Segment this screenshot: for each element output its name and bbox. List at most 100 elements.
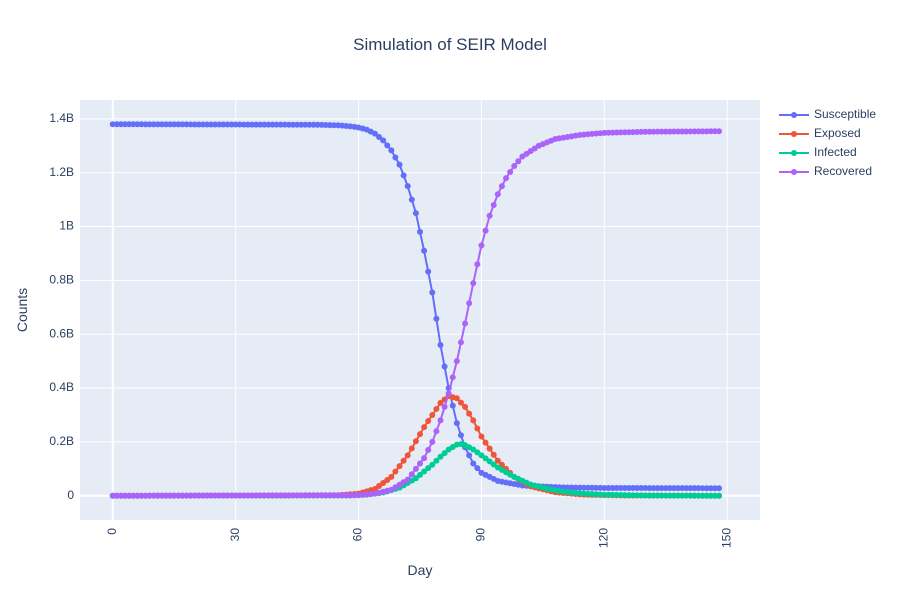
- data-point-susceptible: [449, 402, 456, 409]
- y-axis-title: Counts: [14, 288, 30, 332]
- data-point-susceptible: [400, 172, 407, 179]
- data-point-susceptible: [380, 137, 387, 144]
- legend-label: Exposed: [814, 126, 861, 140]
- legend-label: Infected: [814, 145, 857, 159]
- data-point-infected: [429, 461, 436, 468]
- data-point-susceptible: [396, 161, 403, 168]
- legend-marker: [791, 131, 797, 137]
- data-point-susceptible: [441, 363, 448, 370]
- data-point-exposed: [494, 457, 501, 464]
- legend-label: Recovered: [814, 164, 872, 178]
- data-point-recovered: [470, 280, 477, 287]
- data-point-susceptible: [388, 147, 395, 154]
- data-point-exposed: [408, 445, 415, 452]
- data-point-recovered: [433, 428, 440, 435]
- data-point-exposed: [466, 410, 473, 417]
- data-point-infected: [437, 453, 444, 460]
- data-point-recovered: [478, 242, 485, 249]
- legend-item-recovered[interactable]: Recovered: [779, 164, 872, 178]
- x-tick-label: 150: [719, 528, 733, 548]
- x-tick-label: 0: [105, 528, 119, 535]
- data-point-recovered: [716, 128, 723, 135]
- data-point-susceptible: [392, 154, 399, 161]
- data-point-recovered: [441, 403, 448, 410]
- data-point-susceptible: [429, 289, 436, 296]
- data-point-exposed: [371, 486, 378, 493]
- data-point-exposed: [437, 399, 444, 406]
- data-point-recovered: [486, 212, 493, 219]
- data-point-recovered: [425, 447, 432, 453]
- plot-area: [80, 100, 760, 520]
- data-point-infected: [421, 468, 428, 475]
- data-point-recovered: [457, 339, 464, 346]
- data-point-infected: [490, 461, 497, 468]
- y-tick-label: 1B: [59, 219, 74, 233]
- data-point-recovered: [453, 358, 460, 365]
- data-point-recovered: [130, 492, 137, 499]
- data-point-susceptible: [474, 465, 481, 472]
- data-point-recovered: [503, 175, 510, 182]
- data-point-infected: [482, 455, 489, 462]
- data-point-exposed: [421, 424, 428, 431]
- series-susceptible: [109, 121, 723, 492]
- data-point-exposed: [376, 483, 383, 490]
- legend[interactable]: Susceptible Exposed Infected Recovered: [779, 107, 876, 178]
- data-point-exposed: [490, 451, 497, 458]
- data-point-susceptible: [425, 268, 432, 275]
- data-point-recovered: [507, 169, 514, 176]
- data-point-recovered: [449, 374, 456, 381]
- data-point-recovered: [494, 191, 501, 198]
- legend-marker: [791, 112, 797, 118]
- data-point-exposed: [396, 463, 403, 470]
- y-tick-label: 1.4B: [49, 111, 74, 125]
- data-point-susceptible: [404, 183, 411, 190]
- data-point-exposed: [417, 431, 423, 438]
- data-point-infected: [425, 465, 432, 472]
- legend-item-susceptible[interactable]: Susceptible: [779, 107, 876, 121]
- data-point-susceptible: [376, 134, 383, 141]
- data-point-recovered: [417, 460, 423, 467]
- data-point-recovered: [462, 320, 469, 327]
- data-point-recovered: [421, 455, 428, 462]
- data-point-recovered: [445, 390, 452, 397]
- x-tick-labels: 0 30 60 90 120 150: [105, 528, 733, 548]
- y-tick-labels: 0 0.2B 0.4B 0.6B 0.8B 1B 1.2B 1.4B: [49, 111, 74, 502]
- data-point-susceptible: [466, 452, 473, 459]
- data-point-infected: [478, 452, 485, 459]
- data-point-exposed: [478, 433, 485, 440]
- data-point-susceptible: [437, 342, 444, 348]
- data-point-exposed: [392, 468, 399, 475]
- data-point-susceptible: [408, 196, 415, 203]
- y-tick-label: 0.6B: [49, 326, 74, 340]
- data-point-exposed: [457, 399, 464, 406]
- data-point-exposed: [384, 476, 391, 483]
- x-tick-label: 60: [351, 528, 365, 542]
- series-recovered: [109, 128, 723, 499]
- data-point-infected: [441, 450, 448, 457]
- data-point-recovered: [498, 183, 505, 190]
- data-point-susceptible: [433, 315, 440, 322]
- data-point-exposed: [482, 439, 489, 446]
- legend-item-infected[interactable]: Infected: [779, 145, 857, 159]
- x-axis-title: Day: [408, 562, 433, 578]
- series-layer: [109, 121, 723, 499]
- y-tick-label: 0.4B: [49, 380, 74, 394]
- data-point-infected: [433, 457, 440, 464]
- data-point-susceptible: [470, 460, 477, 467]
- data-point-exposed: [388, 473, 395, 480]
- data-point-exposed: [453, 395, 460, 402]
- x-tick-label: 120: [597, 528, 611, 548]
- x-tick-label: 90: [474, 528, 488, 542]
- data-point-recovered: [429, 438, 436, 445]
- data-point-susceptible: [412, 210, 419, 217]
- data-point-susceptible: [371, 130, 378, 137]
- data-point-recovered: [437, 417, 444, 424]
- data-point-recovered: [482, 227, 489, 234]
- data-point-susceptible: [453, 420, 460, 427]
- legend-item-exposed[interactable]: Exposed: [779, 126, 861, 140]
- data-point-exposed: [400, 457, 407, 464]
- data-point-susceptible: [421, 247, 428, 254]
- data-point-susceptible: [457, 432, 464, 439]
- data-point-exposed: [429, 412, 436, 418]
